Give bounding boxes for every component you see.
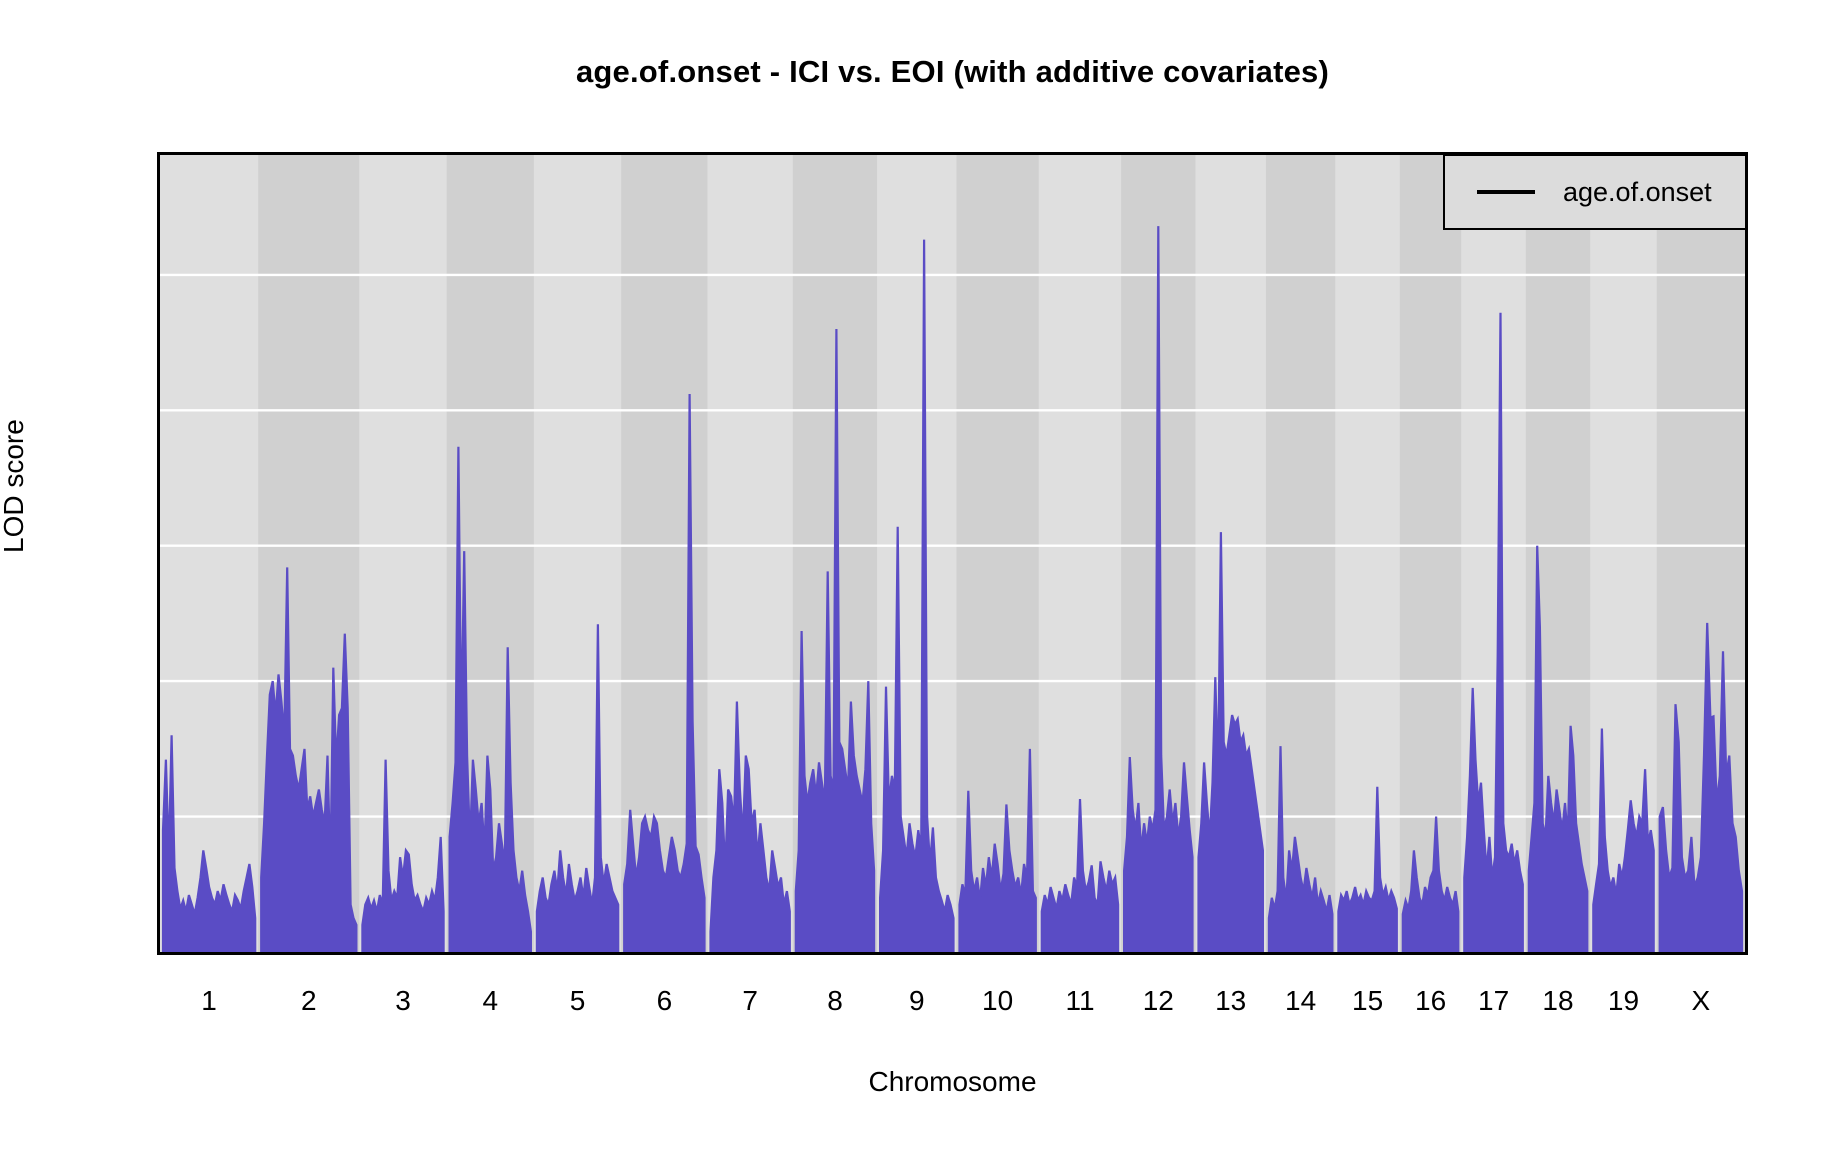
legend-series-label: age.of.onset <box>1563 176 1712 207</box>
lod-series-chr-2 <box>260 567 358 952</box>
x-tick-label-4: 4 <box>482 985 499 1016</box>
lod-series-chr-17 <box>1463 312 1524 952</box>
x-tick-label-5: 5 <box>569 985 586 1016</box>
lod-series-chr-13 <box>1197 532 1264 952</box>
x-tick-label-19: 19 <box>1607 985 1640 1016</box>
x-tick-label-10: 10 <box>982 985 1014 1016</box>
lod-series-chr-15 <box>1337 786 1398 952</box>
lod-series-chr-10 <box>958 748 1037 952</box>
x-tick-label-X: X <box>1691 985 1711 1016</box>
chromosome-band-16 <box>1399 155 1462 952</box>
x-tick-label-8: 8 <box>827 985 843 1016</box>
lod-series-chr-4 <box>448 446 532 952</box>
legend-line-swatch <box>1477 190 1535 194</box>
chromosome-band-5 <box>533 155 622 952</box>
lod-series-chr-3 <box>361 759 445 952</box>
lod-series-chr-9 <box>879 239 955 952</box>
x-tick-label-17: 17 <box>1478 985 1510 1016</box>
x-tick-label-12: 12 <box>1142 985 1174 1016</box>
x-tick-label-1: 1 <box>201 985 217 1016</box>
lod-series-chr-11 <box>1040 798 1120 952</box>
x-tick-label-7: 7 <box>742 985 758 1016</box>
lod-series-chr-6 <box>623 393 706 952</box>
x-tick-label-13: 13 <box>1215 985 1247 1016</box>
x-tick-label-18: 18 <box>1542 985 1574 1016</box>
lod-series-chr-14 <box>1267 746 1334 952</box>
lod-series-chr-8 <box>794 328 876 952</box>
lod-series-chr-18 <box>1527 545 1589 952</box>
lod-series-chr-16 <box>1401 816 1460 952</box>
lod-series-chr-12 <box>1123 226 1194 952</box>
chromosome-band-14 <box>1265 155 1336 952</box>
x-tick-label-15: 15 <box>1352 985 1384 1016</box>
x-tick-label-16: 16 <box>1415 985 1447 1016</box>
x-tick-label-9: 9 <box>909 985 925 1016</box>
lod-series-chr-5 <box>535 624 620 952</box>
legend-box: age.of.onset <box>1443 154 1747 230</box>
plot-area <box>157 152 1748 955</box>
lod-series-chr-X <box>1658 622 1744 952</box>
chromosome-band-3 <box>359 155 447 952</box>
x-tick-label-14: 14 <box>1285 985 1317 1016</box>
lod-series-chr-19 <box>1592 728 1655 952</box>
lod-plot-svg <box>160 155 1745 952</box>
chromosome-band-1 <box>160 155 259 952</box>
y-axis-title: LOD score <box>0 419 29 553</box>
x-tick-label-6: 6 <box>656 985 673 1016</box>
lod-series-chr-7 <box>709 701 791 952</box>
chart-title: age.of.onset - ICI vs. EOI (with additiv… <box>575 54 1330 89</box>
x-tick-label-3: 3 <box>395 985 411 1016</box>
x-tick-label-2: 2 <box>301 985 317 1016</box>
lod-series-chr-1 <box>161 735 257 952</box>
x-tick-label-11: 11 <box>1065 985 1095 1016</box>
chromosome-band-15 <box>1335 155 1400 952</box>
x-axis-title: Chromosome <box>868 1066 1037 1097</box>
